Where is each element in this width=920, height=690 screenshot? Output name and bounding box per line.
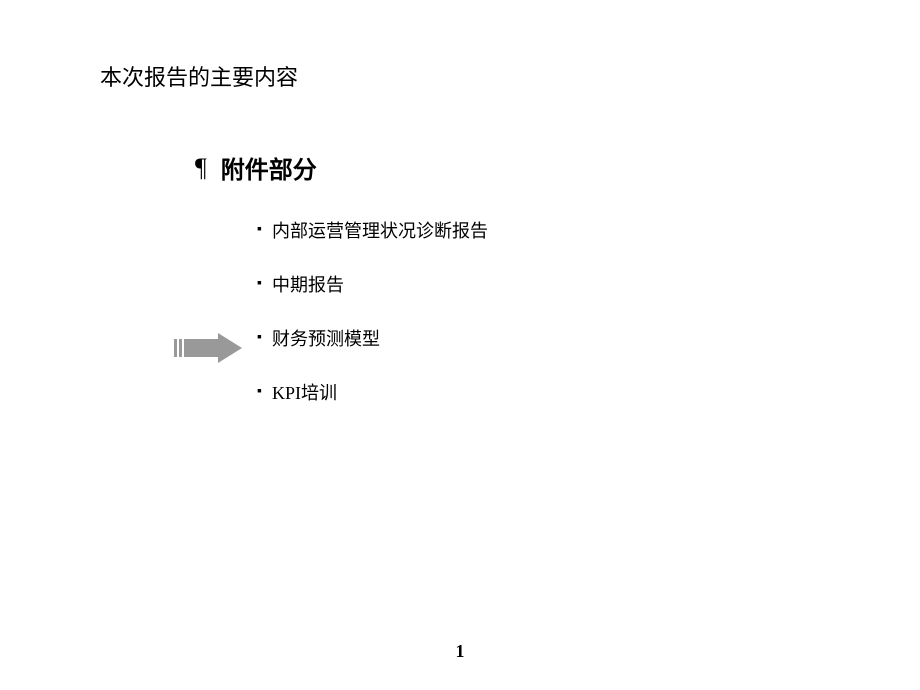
list-item: ▪ 中期报告 bbox=[257, 271, 820, 297]
arrow-pointer-icon bbox=[174, 333, 242, 363]
bullet-list: ▪ 内部运营管理状况诊断报告 ▪ 中期报告 ▪ 财务预测模型 ▪ KPI培训 bbox=[257, 217, 820, 405]
section-header: ¶ 附件部分 bbox=[195, 150, 820, 185]
slide-container: 本次报告的主要内容 ¶ 附件部分 ▪ 内部运营管理状况诊断报告 ▪ 中期报告 ▪… bbox=[0, 0, 920, 690]
list-item: ▪ 内部运营管理状况诊断报告 bbox=[257, 217, 820, 243]
bullet-text: 中期报告 bbox=[272, 271, 344, 297]
list-item: ▪ KPI培训 bbox=[257, 379, 820, 405]
bullet-text: KPI培训 bbox=[272, 379, 337, 405]
bullet-marker: ▪ bbox=[257, 276, 262, 292]
pilcrow-marker: ¶ bbox=[195, 153, 207, 183]
section-heading: 附件部分 bbox=[221, 150, 317, 185]
bullet-marker: ▪ bbox=[257, 384, 262, 400]
bullet-text: 财务预测模型 bbox=[272, 325, 380, 351]
bullet-marker: ▪ bbox=[257, 330, 262, 346]
bullet-text: 内部运营管理状况诊断报告 bbox=[272, 217, 488, 243]
bullet-marker: ▪ bbox=[257, 222, 262, 238]
slide-content: ¶ 附件部分 ▪ 内部运营管理状况诊断报告 ▪ 中期报告 ▪ 财务预测模型 ▪ … bbox=[195, 150, 820, 405]
list-item: ▪ 财务预测模型 bbox=[257, 325, 820, 351]
slide-title: 本次报告的主要内容 bbox=[100, 60, 820, 92]
page-number: 1 bbox=[456, 641, 465, 662]
